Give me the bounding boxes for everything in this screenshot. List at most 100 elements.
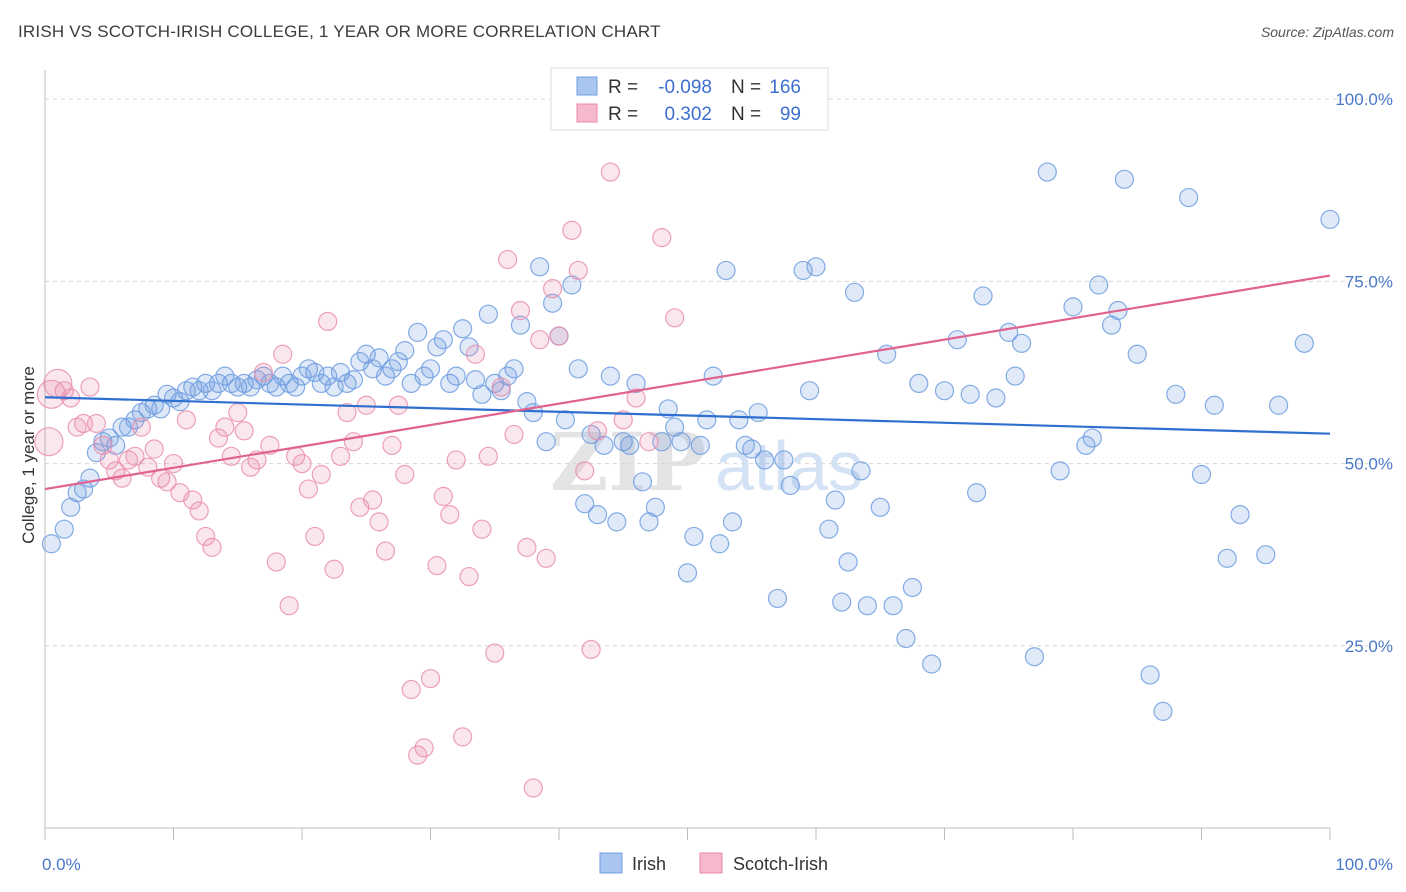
scotch-irish-point-27	[208, 428, 229, 448]
irish-point-84	[587, 504, 608, 525]
legend-r-label-irish: R =	[608, 77, 638, 98]
irish-point-133	[960, 384, 980, 404]
irish-point-160	[1268, 395, 1289, 415]
irish-point-108	[742, 439, 762, 459]
scotch-irish-point-61	[427, 556, 447, 576]
scotch-irish-point-36	[266, 552, 286, 572]
irish-point-66	[472, 384, 492, 404]
irish-point-156	[1204, 395, 1224, 415]
irish-point-4	[73, 479, 94, 499]
scotch-irish-point-13	[118, 450, 139, 470]
irish-point-83	[581, 424, 601, 445]
irish-point-31	[247, 370, 267, 390]
irish-point-149	[1114, 169, 1135, 189]
irish-point-39	[298, 359, 319, 379]
scotch-irish-point-73	[504, 424, 524, 445]
irish-point-26	[215, 366, 235, 386]
y-tick-label-75: 75.0%	[1345, 272, 1393, 291]
scotch-irish-point-19	[157, 472, 177, 492]
scotch-irish-point-42	[305, 526, 325, 547]
irish-point-129	[909, 373, 929, 394]
irish-point-91	[632, 472, 653, 492]
irish-point-154	[1179, 187, 1199, 208]
irish-point-145	[1082, 428, 1102, 448]
scotch-irish-point-64	[446, 450, 466, 470]
irish-point-61	[440, 373, 460, 394]
scotch-irish-point-48	[343, 432, 363, 452]
irish-point-76	[536, 432, 556, 452]
irish-point-67	[478, 304, 498, 324]
irish-point-8	[99, 428, 119, 448]
irish-point-98	[677, 563, 698, 583]
scotch-irish-point-54	[382, 435, 402, 455]
irish-point-153	[1166, 384, 1186, 404]
irish-point-53	[388, 351, 408, 372]
scotch-irish-point-83	[575, 461, 595, 481]
legend-n-label-irish: N =	[731, 77, 761, 98]
legend-n-value-scotch-irish: 99	[780, 104, 801, 125]
series-legend-swatch-scotch-irish	[699, 852, 723, 874]
scotch-irish-point-65	[453, 727, 473, 747]
irish-point-155	[1191, 464, 1212, 485]
irish-point-103	[710, 534, 730, 554]
scotch-irish-point-34	[253, 362, 274, 383]
irish-point-12	[125, 410, 145, 430]
irish-point-132	[947, 330, 967, 350]
irish-point-101	[697, 410, 717, 430]
irish-point-58	[420, 359, 441, 379]
legend-r-value-irish: -0.098	[658, 77, 712, 98]
irish-point-121	[844, 282, 865, 302]
scotch-irish-point-24	[189, 501, 209, 521]
irish-point-146	[1089, 275, 1109, 295]
irish-point-118	[825, 490, 845, 510]
x-tick-label-start: 0.0%	[42, 855, 81, 874]
irish-point-72	[510, 315, 531, 335]
irish-point-93	[645, 497, 665, 517]
scotch-irish-point-57	[401, 679, 421, 700]
scotch-irish-point-59	[414, 738, 434, 758]
scotch-irish-point-5	[67, 417, 87, 437]
source-credit: Source: ZipAtlas.com	[1260, 24, 1394, 40]
irish-point-45	[337, 373, 357, 394]
scotch-irish-point-72	[498, 249, 518, 270]
scotch-irish-point-14	[125, 446, 145, 466]
irish-point-134	[967, 483, 987, 503]
irish-point-119	[832, 592, 852, 612]
scotch-irish-point-43	[311, 464, 331, 485]
irish-point-60	[433, 330, 453, 350]
scotch-irish-point-81	[562, 220, 582, 240]
irish-point-21	[183, 377, 203, 397]
legend-n-label-scotch-irish: N =	[731, 104, 761, 125]
scotch-irish-point-10	[99, 450, 119, 470]
irish-point-99	[684, 526, 704, 547]
scotch-irish-point-58	[408, 745, 428, 765]
irish-point-37	[285, 377, 306, 397]
scotch-irish-point-87	[613, 410, 633, 430]
legend-r-label-scotch-irish: R =	[608, 104, 638, 125]
irish-point-42	[318, 366, 338, 386]
irish-point-116	[806, 257, 826, 277]
scotch-irish-point-88	[626, 388, 646, 408]
irish-point-162	[1320, 209, 1340, 230]
irish-point-59	[427, 337, 447, 357]
series-legend-swatch-irish	[599, 852, 623, 874]
scotch-irish-point-26	[202, 537, 222, 557]
irish-point-161	[1294, 333, 1314, 353]
scotch-irish-point-67	[465, 344, 486, 364]
scotch-irish-point-91	[665, 308, 685, 328]
scotch-irish-point-3	[54, 381, 74, 401]
y-tick-label-100: 100.0%	[1335, 90, 1393, 109]
irish-point-113	[780, 475, 800, 496]
irish-point-131	[934, 381, 955, 401]
scotch-irish-point-22	[176, 410, 196, 430]
scotch-irish-point-23	[183, 490, 203, 510]
irish-point-46	[343, 370, 363, 390]
scotch-irish-point-45	[324, 559, 344, 579]
irish-point-63	[453, 319, 473, 339]
irish-point-29	[234, 373, 254, 394]
scotch-irish-point-46	[330, 446, 351, 466]
irish-point-142	[1050, 461, 1070, 481]
scotch-irish-point-7	[80, 377, 100, 397]
y-axis-label: College, 1 year or more	[19, 366, 38, 544]
scotch-irish-point-86	[600, 162, 621, 182]
